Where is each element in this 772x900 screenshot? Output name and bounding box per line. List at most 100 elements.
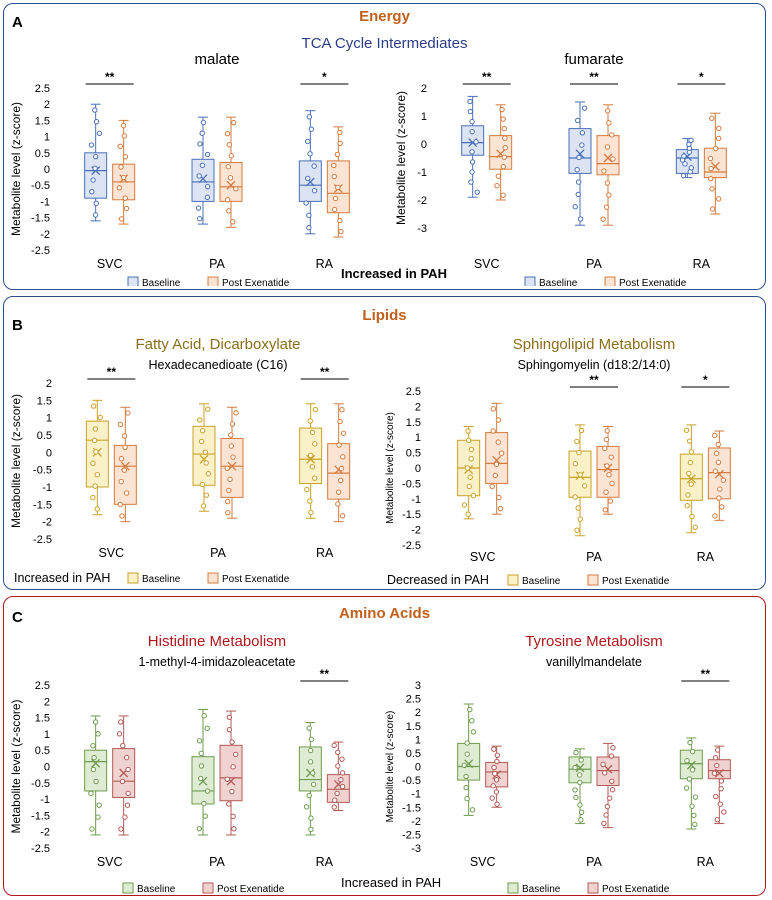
y-tick-label: 1 xyxy=(415,432,421,444)
panel-lipids: B Lipids xyxy=(3,296,766,590)
tyrosine-box-chart: Tyrosine Metabolism vanillylmandelate 3 2.5… xyxy=(385,633,731,895)
data-point xyxy=(91,437,98,444)
data-point xyxy=(92,483,98,489)
significance-marker: ** xyxy=(320,667,330,681)
data-point xyxy=(224,465,230,471)
panel-title: Lipids xyxy=(362,307,407,324)
chart-subtitle: vanillylmandelate xyxy=(546,655,642,669)
data-point xyxy=(465,437,472,443)
data-point xyxy=(574,438,580,445)
y-tick-label: -1.5 xyxy=(402,802,421,814)
data-point xyxy=(199,427,206,434)
box xyxy=(485,432,509,484)
data-point xyxy=(331,742,337,749)
data-point xyxy=(465,511,471,517)
data-point xyxy=(306,725,312,731)
data-point xyxy=(226,726,233,733)
y-tick-label: -1 xyxy=(417,167,427,179)
data-point xyxy=(332,797,338,803)
data-point xyxy=(467,98,473,105)
data-point xyxy=(607,498,614,504)
y-tick-label: 1.5 xyxy=(406,417,421,429)
data-point xyxy=(689,513,695,520)
data-point xyxy=(574,527,580,533)
data-point xyxy=(304,486,310,493)
data-point xyxy=(335,749,341,756)
data-point xyxy=(95,731,101,737)
data-point xyxy=(717,486,723,492)
data-point xyxy=(576,449,582,456)
data-point xyxy=(89,826,95,832)
y-axis-label: Metabolite level (z-score) xyxy=(9,102,23,236)
fumarate-box-chart: fumarate 2 1 0 -1 -2 -3 Metabolite level (z-sco… xyxy=(395,51,727,286)
data-point xyxy=(711,432,718,439)
data-point xyxy=(197,141,203,147)
data-point xyxy=(198,438,205,445)
y-tick-label: -2.5 xyxy=(33,534,52,546)
data-point xyxy=(681,153,687,159)
data-point xyxy=(495,439,501,445)
y-tick-label: 0.5 xyxy=(37,430,52,442)
box xyxy=(84,152,108,199)
data-point xyxy=(682,161,688,167)
data-point xyxy=(204,788,211,794)
data-point xyxy=(201,713,207,719)
y-tick-label: -1.5 xyxy=(402,509,421,521)
data-point xyxy=(604,108,611,114)
data-point xyxy=(491,764,497,771)
y-axis-label: Metabolite level (z-score) xyxy=(385,711,396,823)
data-point xyxy=(196,173,202,179)
data-point xyxy=(720,477,727,483)
legend-swatch xyxy=(207,276,219,286)
panel-footnote: Increased in PAH xyxy=(341,875,442,890)
data-point xyxy=(686,470,692,477)
y-tick-label: -1.5 xyxy=(31,213,50,225)
legend-label: Post Exenatide xyxy=(222,278,290,286)
data-point xyxy=(494,752,501,758)
data-point xyxy=(90,494,96,501)
data-point xyxy=(331,206,338,213)
box xyxy=(298,746,322,792)
data-point xyxy=(610,744,616,751)
data-point xyxy=(335,489,342,495)
category-label: SVC xyxy=(97,257,123,271)
data-point xyxy=(204,194,211,201)
category-label: RA xyxy=(697,855,715,869)
data-point xyxy=(469,807,476,813)
chart-title: fumarate xyxy=(564,51,623,68)
chart-subtitle: 1-methyl-4-imidazoleacetate xyxy=(138,655,295,669)
data-point xyxy=(90,743,96,749)
data-point xyxy=(490,428,496,434)
y-tick-label: 1.5 xyxy=(406,721,421,733)
data-point xyxy=(603,489,609,495)
legend-swatch xyxy=(604,276,616,286)
y-tick-label: 0 xyxy=(44,762,50,774)
data-point xyxy=(118,826,124,832)
data-point xyxy=(229,739,235,745)
y-tick-label: -2 xyxy=(411,816,421,828)
data-point xyxy=(311,188,318,194)
data-point xyxy=(311,163,317,169)
y-tick-label: -0.5 xyxy=(31,180,50,192)
data-point xyxy=(230,764,236,770)
data-point xyxy=(335,763,341,769)
data-point xyxy=(468,446,475,453)
box xyxy=(219,744,243,802)
y-tick-label: -2.5 xyxy=(402,829,421,841)
legend-label: Post Exenatide xyxy=(217,884,285,895)
data-point xyxy=(609,787,616,793)
data-point xyxy=(94,471,100,478)
panel-title: Energy xyxy=(359,8,410,25)
category-label: PA xyxy=(586,550,602,564)
data-point xyxy=(233,410,239,416)
y-axis-label: Metabolite level (z-score) xyxy=(395,91,408,225)
data-point xyxy=(224,498,231,505)
data-point xyxy=(338,777,344,783)
category-label: PA xyxy=(209,257,225,271)
data-point xyxy=(498,450,505,456)
data-point xyxy=(331,173,337,180)
y-tick-label: 0.5 xyxy=(406,448,421,460)
category-label: RA xyxy=(316,257,334,271)
data-point xyxy=(715,135,722,142)
panel-energy: A Energy TCA Cycle Intermediates Increas… xyxy=(3,3,766,290)
